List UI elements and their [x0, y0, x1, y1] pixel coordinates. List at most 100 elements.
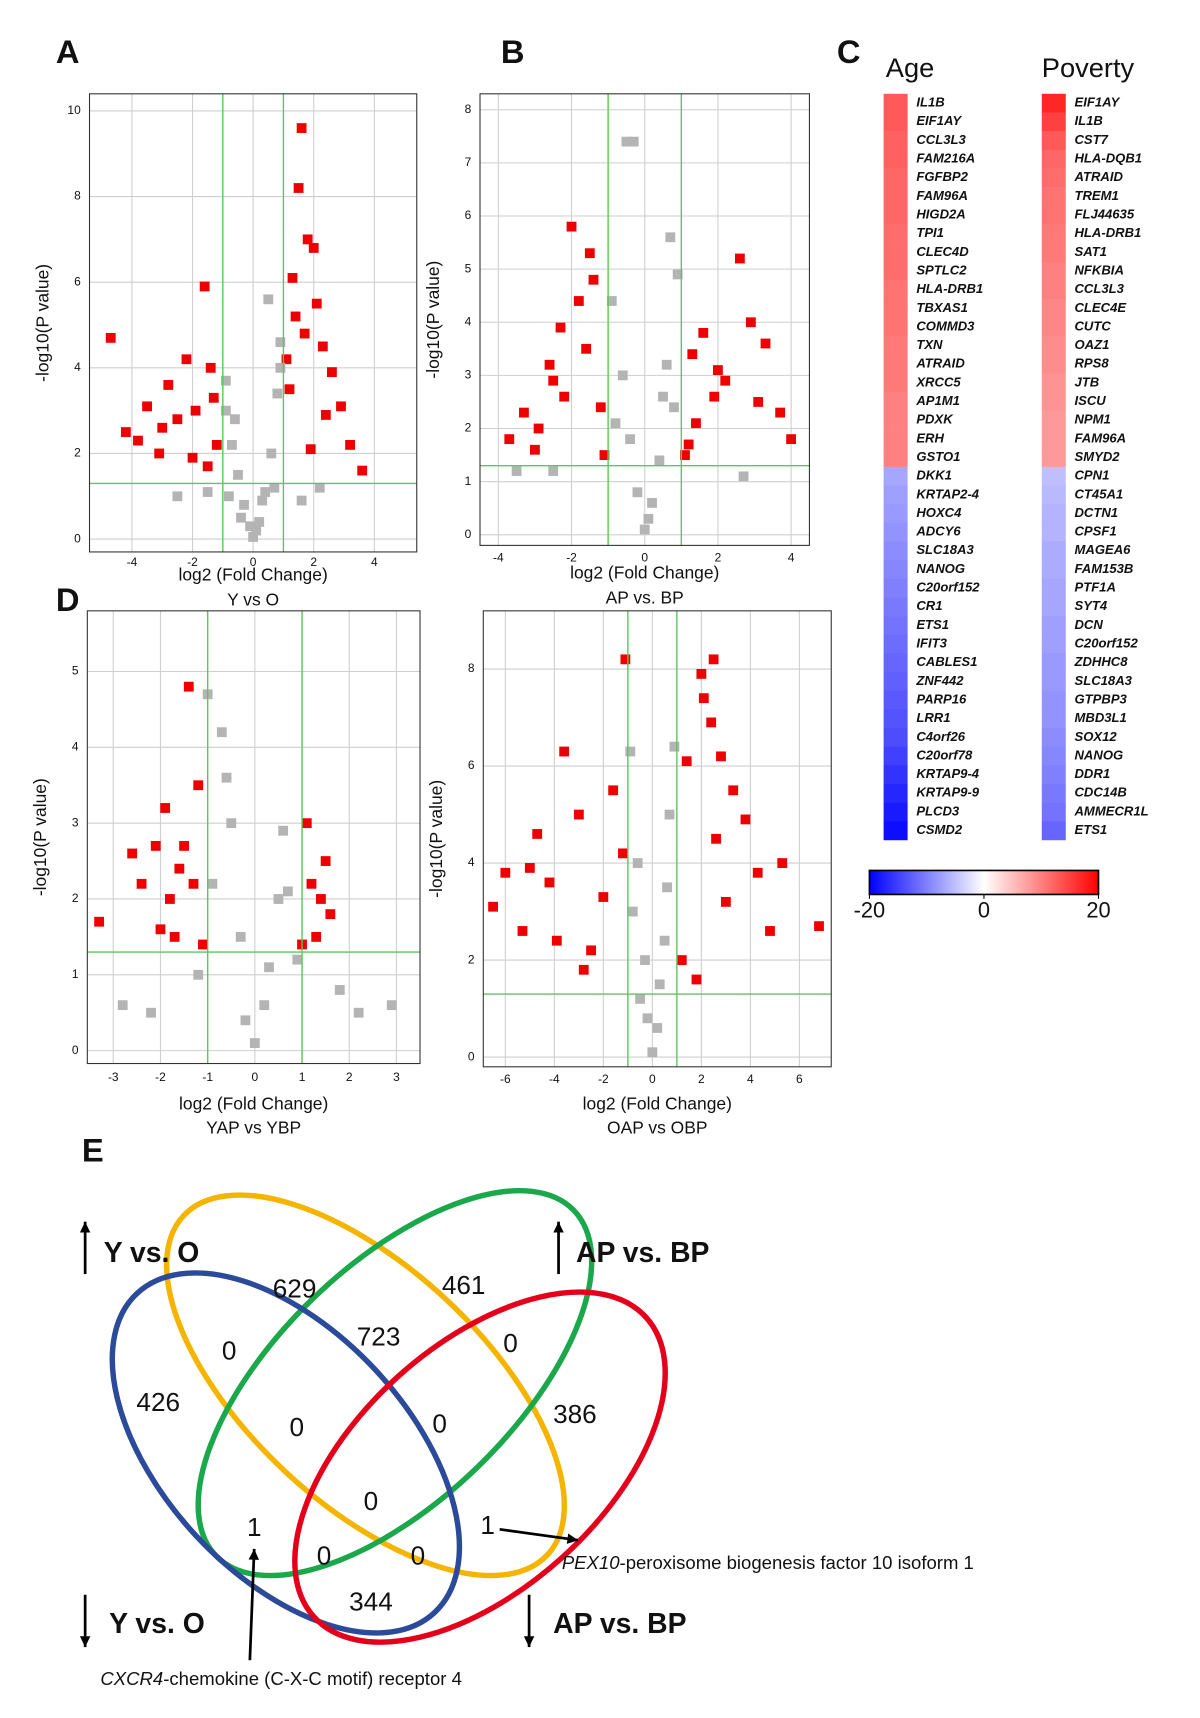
- region-count: 723: [357, 1321, 401, 1351]
- heatmap-cell: [883, 448, 908, 468]
- x-tick-label: -6: [500, 1072, 511, 1086]
- heatmap-cell: [883, 280, 908, 300]
- x-tick-label: 2: [698, 1072, 705, 1086]
- point: [588, 274, 599, 285]
- x-tick-label: -4: [127, 555, 138, 569]
- point: [257, 495, 268, 506]
- point: [245, 521, 256, 532]
- y-tick-label: 6: [468, 758, 475, 772]
- gene-label: NPM1: [1074, 412, 1110, 427]
- point: [314, 482, 325, 493]
- point: [687, 349, 698, 360]
- heatmap-cell: [883, 690, 908, 710]
- y-tick-label: 5: [465, 261, 472, 275]
- gene-label: TBXAS1: [916, 300, 968, 315]
- gene-label: IL1B: [916, 95, 944, 110]
- gene-label: KRTAP9-9: [916, 785, 979, 800]
- point: [127, 848, 138, 859]
- point: [532, 829, 543, 839]
- gene-label: CPSF1: [1074, 524, 1116, 539]
- heatmap-cell: [1041, 466, 1066, 486]
- subtitle: YAP vs YBP: [206, 1118, 301, 1138]
- heatmap-cell: [1041, 280, 1066, 300]
- heatmap-cell: [1041, 392, 1066, 412]
- point: [211, 439, 222, 450]
- point: [639, 524, 650, 535]
- gene-label: CT45A1: [1074, 486, 1123, 501]
- point: [353, 1007, 364, 1018]
- point: [183, 681, 194, 692]
- x-tick-label: -2: [155, 1070, 166, 1084]
- region-count: 0: [432, 1409, 447, 1439]
- heatmap-cell: [883, 261, 908, 281]
- point: [181, 354, 192, 365]
- point: [226, 818, 237, 829]
- point: [672, 269, 683, 280]
- point: [669, 402, 679, 413]
- gene-label: CLEC4E: [1074, 300, 1127, 315]
- point: [559, 391, 570, 402]
- region-count: 0: [222, 1335, 237, 1365]
- point: [683, 439, 694, 450]
- heatmap-cell: [883, 783, 908, 803]
- annotation-arrow: [499, 1527, 579, 1542]
- point: [260, 487, 271, 497]
- point: [223, 491, 234, 502]
- gene-label: ZDHHC8: [1073, 654, 1128, 669]
- point: [205, 362, 216, 373]
- heatmap-cell: [1041, 690, 1066, 710]
- point: [713, 365, 723, 375]
- plot-frame: [479, 93, 810, 546]
- gene-label: HLA-DQB1: [1074, 151, 1142, 166]
- heatmap-cell: [883, 597, 908, 617]
- gene-label: JTB: [1074, 374, 1099, 389]
- y-axis-label: -log10(P value): [30, 778, 50, 896]
- plot-area: [87, 610, 421, 1064]
- point: [163, 380, 174, 390]
- point: [150, 840, 161, 851]
- point: [504, 434, 515, 445]
- direction-arrow-head: [523, 1636, 535, 1648]
- point: [681, 756, 692, 767]
- x-tick-label: 1: [299, 1070, 306, 1084]
- point: [179, 840, 189, 851]
- point: [299, 328, 310, 339]
- gene-label: C20orf152: [916, 580, 980, 595]
- gene-label: CCL3L3: [1074, 281, 1124, 296]
- point: [691, 974, 702, 985]
- y-tick-label: 0: [72, 1043, 79, 1057]
- point: [620, 654, 631, 665]
- column-header: Poverty: [1042, 52, 1135, 83]
- gene-label: MBD3L1: [1074, 710, 1126, 725]
- gene-label: FAM153B: [1074, 561, 1133, 576]
- point: [281, 354, 292, 365]
- heatmap-cell: [1041, 578, 1066, 598]
- point: [676, 955, 687, 965]
- heatmap-cell: [883, 485, 908, 505]
- heatmap-cell: [883, 541, 908, 561]
- gene-label: TXN: [916, 337, 943, 352]
- point: [753, 397, 764, 407]
- point: [777, 858, 788, 868]
- point: [326, 367, 337, 378]
- annotation-arrow-head: [248, 1548, 260, 1560]
- heatmap-cell: [1041, 746, 1066, 766]
- heatmap-cell: [1041, 783, 1066, 803]
- point: [120, 427, 131, 437]
- point: [519, 407, 529, 418]
- point: [664, 809, 675, 820]
- point: [207, 878, 218, 889]
- gene-label: ZNF442: [915, 673, 964, 688]
- point: [146, 1007, 156, 1018]
- point: [290, 311, 301, 322]
- region-count: 0: [503, 1328, 518, 1358]
- point: [193, 780, 204, 791]
- panel-label: C: [837, 33, 861, 70]
- heatmap-cell: [1041, 504, 1066, 524]
- heatmap-cell: [1041, 131, 1066, 151]
- gene-label: DCN: [1074, 617, 1103, 632]
- set-label: AP vs. BP: [553, 1608, 686, 1640]
- gene-label: SLC18A3: [916, 542, 974, 557]
- gene-label: KRTAP9-4: [916, 766, 979, 781]
- point: [786, 434, 797, 445]
